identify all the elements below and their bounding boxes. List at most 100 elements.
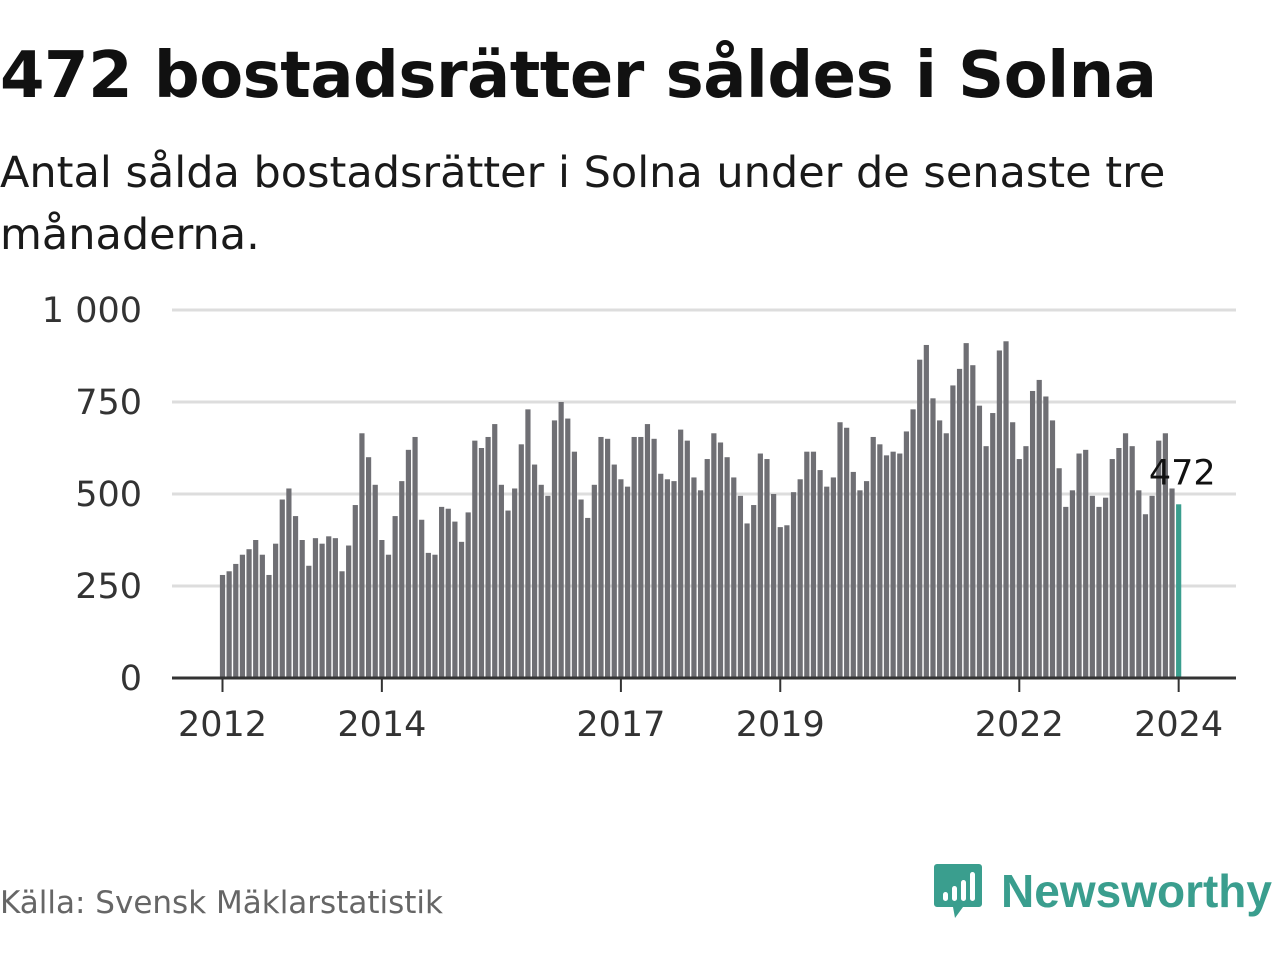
bar (711, 433, 717, 678)
bar (824, 486, 830, 678)
x-tick-label: 2012 (178, 705, 267, 745)
bar (1056, 468, 1062, 678)
bar (346, 545, 352, 678)
y-tick-label: 500 (75, 475, 142, 515)
bar (1063, 506, 1069, 678)
bar (644, 424, 651, 678)
bar (817, 470, 823, 678)
bar (1016, 459, 1022, 678)
bar (678, 429, 684, 678)
bar (233, 563, 239, 678)
bar (565, 418, 571, 678)
bar (810, 451, 817, 678)
bar (1122, 433, 1129, 678)
x-tick-labels: 2012 2014 2017 2019 2022 2024 (178, 678, 1223, 745)
bar (697, 490, 704, 678)
bar (605, 438, 611, 678)
bar (804, 451, 810, 678)
bar (837, 422, 843, 678)
bar (538, 484, 544, 678)
bar (638, 436, 644, 678)
bar (591, 484, 597, 678)
bar (312, 538, 319, 678)
bar (684, 440, 690, 678)
bar (691, 477, 697, 678)
bar (332, 538, 338, 678)
bar (737, 495, 744, 678)
bar (439, 506, 445, 678)
bar (937, 420, 943, 678)
x-tick-label: 2024 (1134, 705, 1223, 745)
bar (585, 517, 591, 678)
bar (731, 477, 737, 678)
y-tick-label: 1 000 (42, 291, 142, 331)
bar (658, 473, 664, 678)
bar (531, 464, 538, 678)
x-tick-label: 2014 (337, 705, 426, 745)
bar (863, 481, 870, 678)
bar (1069, 490, 1076, 678)
bar (445, 508, 451, 678)
bar (870, 436, 876, 678)
grid-lines (172, 308, 1236, 588)
chart-title: 472 bostadsrätter såldes i Solna (0, 39, 1157, 113)
bar (359, 433, 365, 678)
bar (923, 344, 929, 678)
bar (492, 424, 498, 678)
bar (777, 527, 783, 678)
bar (319, 543, 325, 678)
bar (326, 536, 332, 678)
annotations: 472 (1149, 453, 1216, 493)
bar (518, 444, 524, 678)
bar (883, 455, 890, 678)
source-note: Källa: Svensk Mäklarstatistik (0, 885, 443, 921)
bar (279, 499, 285, 678)
bar-chart-speech-bubble-icon (934, 864, 983, 918)
bar (930, 398, 936, 678)
bar (717, 442, 724, 678)
bar (857, 490, 863, 678)
bar (917, 359, 923, 678)
bar (1096, 506, 1102, 678)
y-tick-label: 0 (120, 659, 142, 699)
bar (219, 574, 226, 678)
bar (392, 516, 398, 678)
bar (631, 436, 637, 678)
bar-latest (1176, 504, 1182, 678)
bar (784, 525, 790, 678)
bar (545, 495, 551, 678)
bar (757, 453, 763, 678)
bar (651, 438, 657, 678)
bar (425, 552, 431, 678)
bar (611, 464, 617, 678)
bar (624, 486, 631, 678)
bar (1162, 433, 1168, 678)
bar (1103, 497, 1109, 678)
bar (226, 571, 232, 678)
latest-value-label: 472 (1149, 453, 1216, 493)
bar (432, 554, 438, 678)
bar (1083, 449, 1089, 678)
bar (1116, 448, 1122, 678)
brand-name: Newsworthy (1001, 865, 1272, 917)
bar (571, 451, 578, 678)
bar (963, 343, 969, 678)
bar (943, 433, 949, 678)
bar (266, 574, 272, 678)
bar (485, 436, 491, 678)
x-tick-label: 2017 (576, 705, 665, 745)
bar (618, 479, 624, 678)
bar (1076, 453, 1082, 678)
bar (744, 523, 750, 678)
bar (465, 512, 471, 678)
bar (399, 481, 405, 678)
bar (306, 565, 312, 678)
bar (751, 505, 757, 678)
bar (704, 459, 710, 678)
bar (385, 554, 392, 678)
bar (664, 479, 670, 678)
bars (219, 341, 1182, 678)
bar (850, 471, 856, 678)
bar (352, 505, 358, 678)
bar (1049, 420, 1056, 678)
